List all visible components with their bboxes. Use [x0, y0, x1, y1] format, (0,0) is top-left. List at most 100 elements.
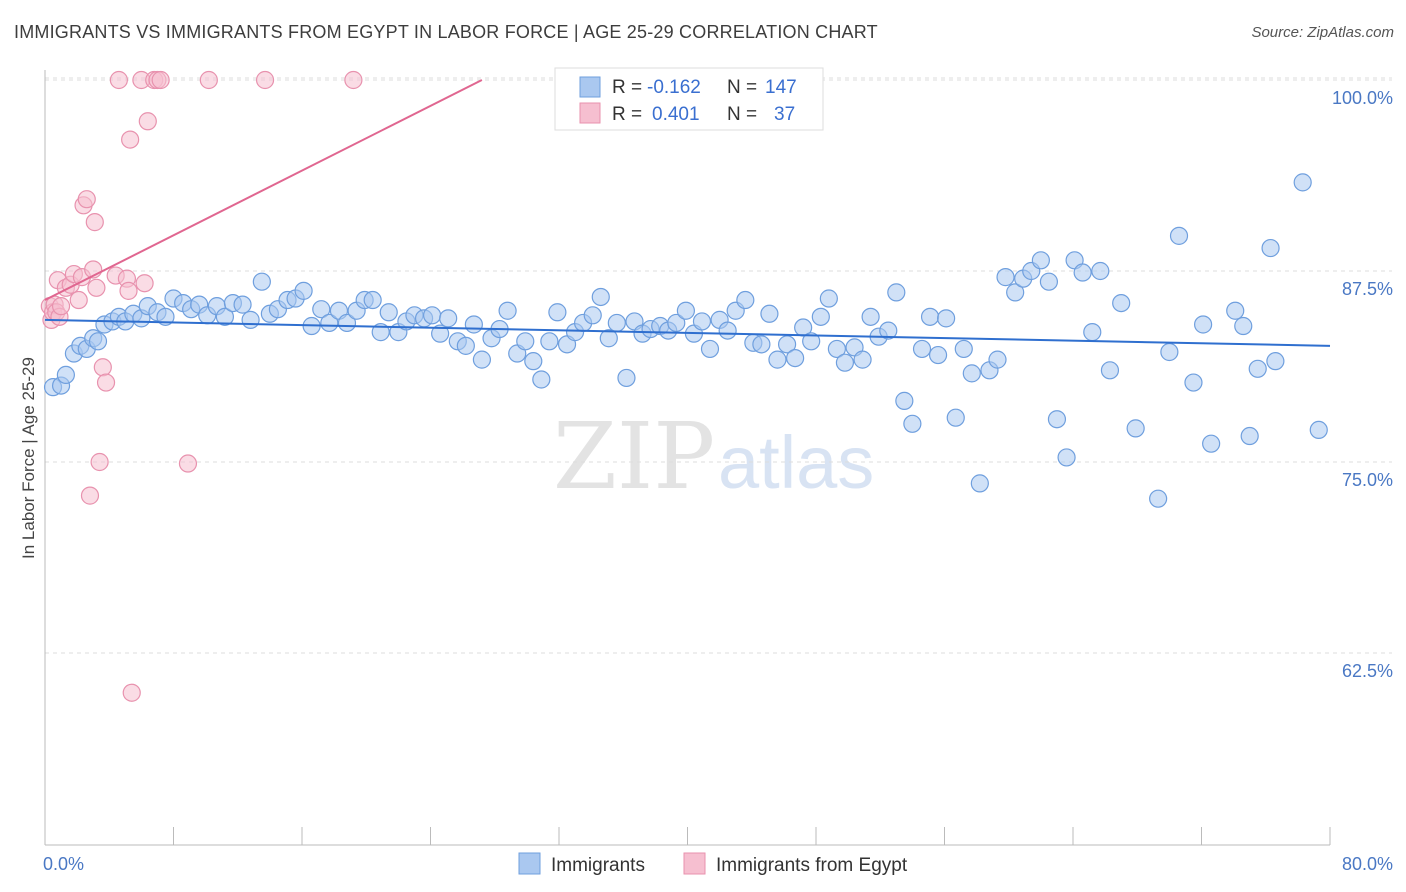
trend-line-egypt	[44, 79, 483, 301]
point-immigrants	[540, 332, 559, 351]
point-immigrants	[786, 348, 805, 368]
legend-r-label: R =	[612, 77, 642, 98]
point-immigrants	[802, 332, 821, 351]
point-immigrants	[1031, 251, 1050, 270]
point-immigrants	[903, 414, 922, 433]
point-immigrants	[1309, 420, 1328, 440]
point-egypt	[85, 213, 104, 232]
point-immigrants	[1100, 361, 1120, 380]
point-immigrants	[1234, 316, 1253, 336]
point-immigrants	[1083, 323, 1102, 342]
point-immigrants	[835, 353, 855, 372]
point-immigrants	[912, 339, 932, 359]
point-immigrants	[887, 283, 906, 302]
point-immigrants	[591, 287, 610, 307]
point-immigrants	[811, 307, 830, 326]
point-immigrants	[371, 323, 390, 342]
point-immigrants	[819, 289, 838, 308]
point-immigrants	[583, 306, 602, 325]
legend-n-label: N =	[727, 77, 757, 98]
watermark-zip: ZIP	[553, 403, 715, 510]
y-tick-label: 62.5%	[1342, 661, 1393, 681]
point-egypt	[199, 70, 218, 90]
point-immigrants	[1149, 489, 1168, 508]
point-immigrants	[548, 303, 567, 322]
point-immigrants	[599, 329, 618, 348]
y-tick-label: 87.5%	[1342, 279, 1393, 299]
point-immigrants	[760, 304, 779, 323]
point-immigrants	[768, 350, 787, 369]
point-immigrants	[1194, 315, 1213, 334]
point-egypt	[87, 278, 106, 297]
point-immigrants	[1226, 301, 1245, 320]
point-immigrants	[1091, 261, 1110, 281]
point-immigrants	[1202, 434, 1221, 453]
point-immigrants	[853, 350, 872, 369]
y-tick-label: 100.0%	[1332, 88, 1393, 108]
point-immigrants	[379, 303, 398, 322]
x-tick-label-right: 80.0%	[1342, 854, 1393, 874]
point-immigrants	[1266, 352, 1285, 371]
point-egypt	[344, 70, 363, 90]
legend-swatch-immigrants	[579, 76, 601, 98]
legend: R = -0.162 N = 147 R = 0.401 N = 37	[554, 67, 824, 131]
point-immigrants	[1184, 373, 1203, 392]
point-egypt	[51, 297, 71, 316]
point-immigrants	[1248, 359, 1267, 378]
point-immigrants	[827, 339, 846, 359]
point-immigrants	[312, 300, 331, 319]
point-immigrants	[363, 290, 382, 310]
point-immigrants	[456, 336, 475, 355]
point-immigrants	[233, 295, 252, 314]
point-immigrants	[215, 307, 234, 326]
legend-r-value: -0.162	[647, 77, 701, 98]
bottom-legend-egypt: Immigrants from Egypt	[716, 855, 908, 876]
legend-n-value: 37	[774, 104, 795, 125]
point-immigrants	[996, 268, 1015, 287]
point-immigrants	[532, 370, 551, 389]
point-immigrants	[1006, 283, 1025, 302]
point-egypt	[121, 130, 140, 149]
point-egypt	[255, 70, 275, 90]
x-tick-label-left: 0.0%	[43, 854, 84, 874]
y-tick-labels: 100.0% 87.5% 75.0% 62.5%	[1332, 88, 1393, 681]
point-immigrants	[524, 352, 543, 371]
legend-r-value: 0.401	[652, 104, 700, 125]
point-immigrants	[879, 321, 898, 340]
point-immigrants	[1047, 410, 1067, 429]
trend-lines	[44, 79, 1331, 347]
point-immigrants	[970, 474, 989, 493]
series-immigrants	[43, 173, 1328, 508]
point-immigrants	[1073, 263, 1092, 282]
point-immigrants	[946, 408, 965, 427]
point-immigrants	[56, 365, 75, 385]
trend-line-immigrants	[44, 318, 1331, 347]
point-immigrants	[928, 345, 948, 365]
point-egypt	[122, 683, 141, 702]
point-immigrants	[617, 368, 636, 388]
point-immigrants	[676, 301, 695, 320]
point-immigrants	[895, 391, 914, 410]
point-immigrants	[1039, 272, 1059, 291]
point-immigrants	[1169, 226, 1189, 245]
gridlines	[45, 77, 1392, 654]
point-immigrants	[1160, 342, 1179, 362]
legend-r-label: R =	[612, 104, 642, 125]
point-immigrants	[464, 315, 483, 334]
point-immigrants	[1057, 448, 1076, 467]
series-immigrants-from-egypt	[40, 70, 363, 702]
point-immigrants	[988, 350, 1007, 369]
point-egypt	[96, 373, 116, 392]
point-egypt	[119, 281, 138, 300]
bottom-legend-swatch-egypt	[683, 852, 706, 875]
legend-swatch-egypt	[579, 102, 601, 124]
point-egypt	[178, 454, 198, 473]
legend-n-value: 147	[765, 77, 797, 98]
point-immigrants	[241, 310, 260, 329]
point-immigrants	[516, 332, 535, 351]
point-egypt	[93, 358, 112, 377]
point-egypt	[151, 70, 170, 90]
point-immigrants	[1293, 173, 1312, 192]
point-immigrants	[423, 306, 442, 325]
y-tick-label: 75.0%	[1342, 470, 1393, 490]
